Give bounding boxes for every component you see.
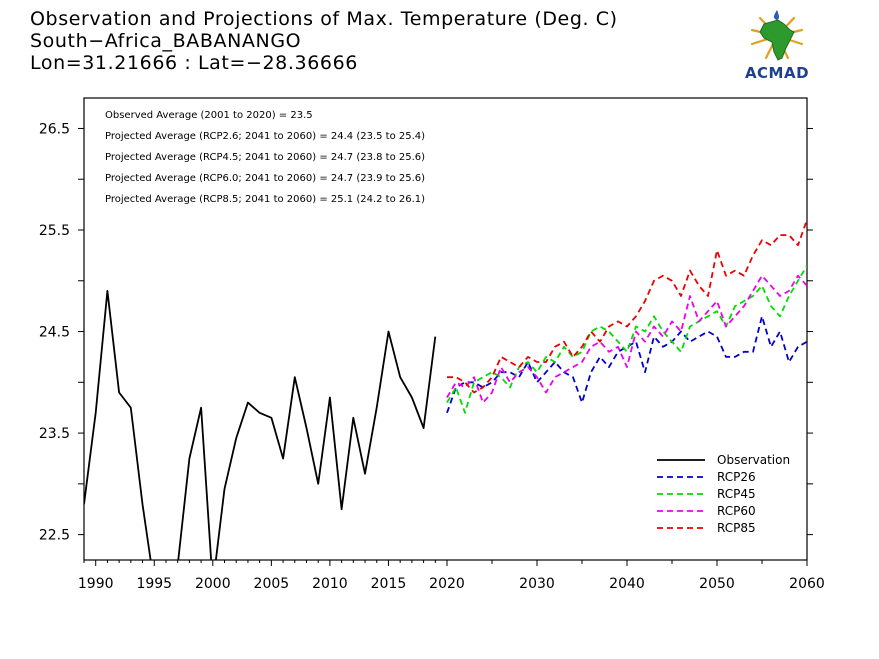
series-line-observation bbox=[84, 289, 437, 560]
legend-label: RCP45 bbox=[717, 487, 756, 501]
x-tick-label: 2005 bbox=[254, 576, 290, 592]
africa-map-logo-icon bbox=[750, 10, 804, 61]
x-tick-label: 2000 bbox=[195, 576, 231, 592]
annotation-line: Observed Average (2001 to 2020) = 23.5 bbox=[105, 110, 313, 121]
series-line-rcp85 bbox=[447, 219, 807, 394]
y-tick-label: 26.5 bbox=[39, 121, 70, 137]
legend-label: RCP85 bbox=[717, 521, 756, 535]
y-tick-label: 22.5 bbox=[39, 528, 70, 544]
series-lines bbox=[84, 219, 807, 560]
x-tick-label: 2040 bbox=[609, 576, 645, 592]
chart-location: South−Africa_BABANANGO bbox=[30, 30, 302, 52]
legend-label: RCP26 bbox=[717, 470, 756, 484]
annotation-line: Projected Average (RCP8.5; 2041 to 2060)… bbox=[105, 194, 425, 205]
annotation-line: Projected Average (RCP2.6; 2041 to 2060)… bbox=[105, 131, 425, 142]
x-tick-label: 2015 bbox=[371, 576, 407, 592]
series-line-rcp26 bbox=[446, 315, 807, 414]
chart-title: Observation and Projections of Max. Temp… bbox=[30, 8, 618, 30]
y-tick-label: 25.5 bbox=[39, 223, 70, 239]
y-axis: 22.5 23.5 24.5 25.5 26.5 bbox=[39, 121, 813, 544]
annotation-line: Projected Average (RCP6.0; 2041 to 2060)… bbox=[105, 173, 425, 184]
x-tick-label: 2020 bbox=[429, 576, 465, 592]
x-tick-label: 2060 bbox=[789, 576, 825, 592]
legend-label: RCP60 bbox=[717, 504, 756, 518]
x-tick-label: 1990 bbox=[78, 576, 114, 592]
chart-title-block: Observation and Projections of Max. Temp… bbox=[30, 8, 618, 74]
x-tick-label: 2010 bbox=[312, 576, 348, 592]
x-axis: 1990 1995 2000 2005 2010 2015 2020 2030 2040 2050… bbox=[78, 560, 825, 592]
logo-text: ACMAD bbox=[744, 64, 810, 82]
legend: Observation RCP26 RCP45 RCP60 RCP85 bbox=[657, 453, 790, 535]
annotation-line: Projected Average (RCP4.5; 2041 to 2060)… bbox=[105, 152, 425, 163]
annotation-box: Observed Average (2001 to 2020) = 23.5 Pr… bbox=[105, 110, 425, 205]
x-tick-label: 2030 bbox=[519, 576, 555, 592]
x-tick-label: 2050 bbox=[699, 576, 735, 592]
x-tick-label: 1995 bbox=[136, 576, 172, 592]
acmad-logo: ACMAD bbox=[738, 8, 816, 84]
legend-label: Observation bbox=[717, 453, 790, 467]
y-tick-label: 24.5 bbox=[39, 325, 70, 341]
y-tick-label: 23.5 bbox=[39, 426, 70, 442]
series-line-rcp60 bbox=[446, 274, 807, 404]
chart-coordinates: Lon=31.21666 : Lat=−28.36666 bbox=[30, 52, 358, 74]
plot-frame bbox=[83, 97, 808, 561]
series-line-rcp45 bbox=[446, 265, 807, 414]
